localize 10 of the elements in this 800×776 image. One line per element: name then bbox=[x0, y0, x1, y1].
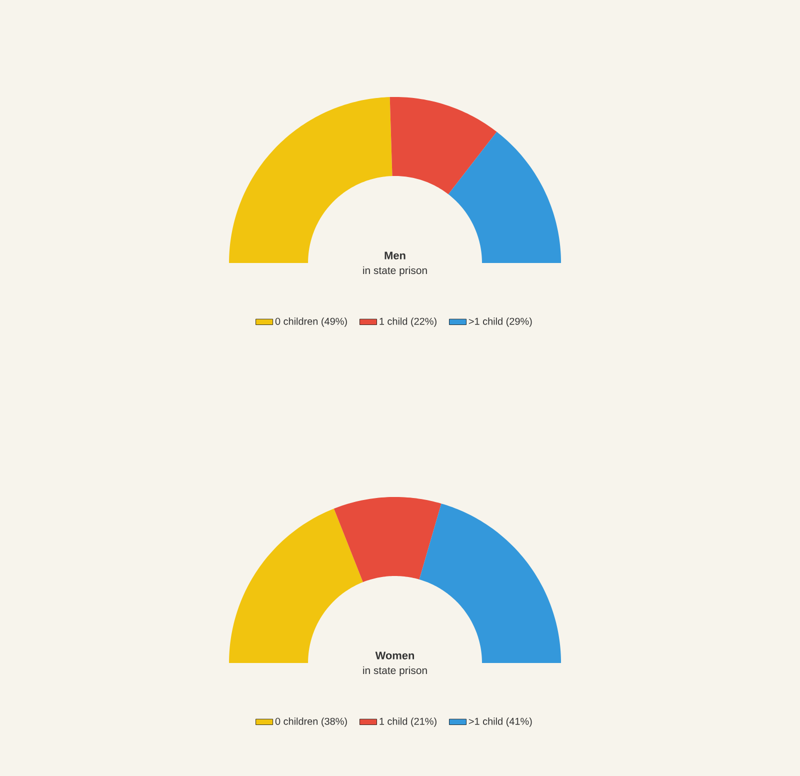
legend-label: 0 children (38%) bbox=[275, 718, 347, 727]
text: in state prison bbox=[363, 266, 427, 276]
legend-label: 1 child (21%) bbox=[380, 718, 436, 727]
legend-label: 1 child (22%) bbox=[380, 318, 436, 327]
text: in state prison bbox=[363, 666, 427, 676]
legend-label: 0 children (49%) bbox=[275, 318, 347, 327]
legend-label: >1 child (29%) bbox=[468, 318, 532, 327]
text: Women bbox=[375, 652, 414, 660]
legend-label: >1 child (41%) bbox=[468, 718, 532, 727]
text: Men bbox=[384, 252, 406, 260]
